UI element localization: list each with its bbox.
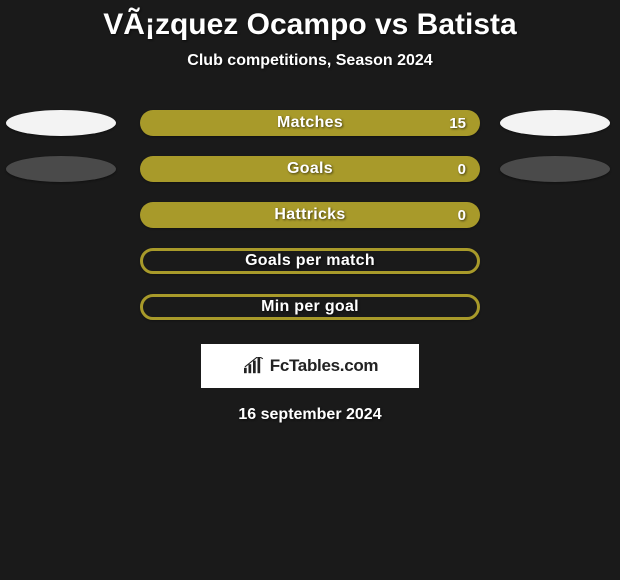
stat-value: 0 bbox=[458, 207, 466, 224]
stat-label: Matches bbox=[277, 114, 343, 132]
stat-value: 15 bbox=[449, 115, 466, 132]
stat-label: Hattricks bbox=[274, 206, 345, 224]
comparison-widget: VÃ¡zquez Ocampo vs Batista Club competit… bbox=[0, 0, 620, 580]
stat-label: Min per goal bbox=[261, 298, 359, 316]
stat-row: Min per goal bbox=[0, 284, 620, 330]
stat-label: Goals bbox=[287, 160, 333, 178]
logo-box[interactable]: FcTables.com bbox=[201, 344, 419, 388]
stat-bar: Min per goal bbox=[140, 294, 480, 320]
stat-row: Hattricks 0 bbox=[0, 192, 620, 238]
stat-row: Goals per match bbox=[0, 238, 620, 284]
stat-bar: Goals 0 bbox=[140, 156, 480, 182]
page-title: VÃ¡zquez Ocampo vs Batista bbox=[0, 8, 620, 42]
right-ellipse bbox=[500, 110, 610, 136]
right-ellipse bbox=[500, 156, 610, 182]
stat-value: 0 bbox=[458, 161, 466, 178]
chart-icon bbox=[242, 357, 264, 375]
stat-bar: Hattricks 0 bbox=[140, 202, 480, 228]
subtitle: Club competitions, Season 2024 bbox=[0, 52, 620, 70]
stat-rows: Matches 15 Goals 0 Hattricks 0 Goals per match… bbox=[0, 100, 620, 330]
logo-text: FcTables.com bbox=[270, 356, 379, 376]
stat-row: Matches 15 bbox=[0, 100, 620, 146]
stat-bar: Matches 15 bbox=[140, 110, 480, 136]
stat-row: Goals 0 bbox=[0, 146, 620, 192]
stat-label: Goals per match bbox=[245, 252, 375, 270]
left-ellipse bbox=[6, 156, 116, 182]
stat-bar: Goals per match bbox=[140, 248, 480, 274]
date-label: 16 september 2024 bbox=[0, 406, 620, 424]
left-ellipse bbox=[6, 110, 116, 136]
